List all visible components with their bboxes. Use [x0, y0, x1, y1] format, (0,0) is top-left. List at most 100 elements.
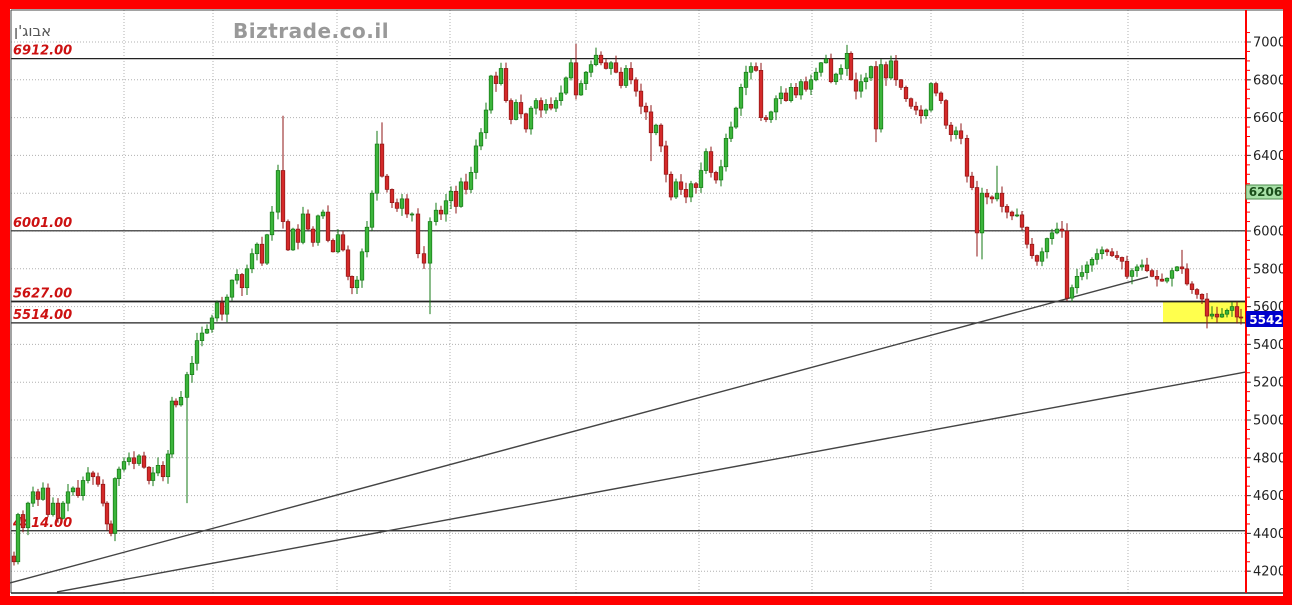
candle-body — [1099, 249, 1105, 255]
candle-body — [613, 62, 619, 73]
candle — [448, 186, 454, 209]
candle-body — [409, 213, 415, 216]
candle-body — [1059, 228, 1065, 232]
candle — [493, 71, 499, 92]
candle — [658, 123, 664, 153]
candle-body — [310, 228, 316, 243]
candle — [853, 72, 859, 100]
candle-body — [1009, 211, 1015, 217]
candle-body — [578, 83, 584, 96]
candle — [803, 76, 809, 92]
candle-body — [1224, 310, 1230, 315]
candle — [415, 208, 421, 259]
candle — [598, 51, 604, 66]
candle-body — [285, 221, 291, 251]
candle — [349, 275, 355, 295]
candle — [141, 451, 147, 469]
candle-body — [209, 317, 215, 330]
candle-body — [453, 190, 459, 207]
candle — [573, 43, 579, 100]
candle-body — [1189, 283, 1195, 290]
candle — [300, 206, 306, 245]
symbol-title: אבוג'ן — [14, 22, 51, 40]
candle-body — [908, 98, 914, 107]
candle — [633, 77, 639, 97]
price-tick-label: 4400 — [1253, 527, 1286, 542]
candle — [878, 59, 884, 133]
candle — [280, 115, 286, 229]
candle-body — [1184, 268, 1190, 285]
candle-body — [169, 400, 175, 455]
candle-body — [1154, 276, 1160, 280]
candle-body — [1124, 260, 1130, 277]
candle-body — [112, 478, 118, 534]
candle — [1189, 281, 1195, 294]
candle-body — [11, 555, 17, 563]
highlight-zone[interactable] — [1163, 301, 1246, 323]
candle — [753, 62, 759, 72]
candle — [548, 97, 554, 111]
candle-body — [573, 62, 579, 96]
candle-body — [320, 211, 326, 217]
candle — [433, 202, 439, 226]
candle-body — [1209, 313, 1215, 317]
candle-body — [508, 100, 514, 120]
candle — [873, 61, 879, 143]
candle-body — [229, 279, 235, 298]
candle-body — [224, 296, 230, 315]
price-tags: 6206 5542 — [1245, 184, 1290, 327]
candle — [1159, 273, 1165, 282]
candle — [923, 108, 929, 120]
candle-body — [743, 71, 749, 88]
candle — [399, 194, 405, 216]
candle-body — [688, 183, 694, 198]
candle-body — [1074, 276, 1080, 289]
candle-body — [1134, 266, 1140, 272]
candle — [513, 99, 519, 121]
candle-body — [913, 105, 919, 111]
candle-body — [50, 502, 56, 515]
candle — [104, 501, 110, 531]
candle-body — [1169, 270, 1175, 279]
candle-body — [1129, 270, 1135, 277]
candle-body — [1234, 306, 1240, 318]
candle — [1029, 237, 1035, 259]
candle — [275, 164, 281, 220]
candle-body — [330, 240, 336, 253]
trendline[interactable] — [56, 371, 1247, 593]
candle-body — [1139, 264, 1145, 268]
candle — [473, 139, 479, 180]
candle — [60, 501, 66, 520]
candle — [974, 180, 980, 257]
candle-body — [1084, 264, 1090, 273]
candle-body — [984, 192, 990, 198]
candle — [943, 99, 949, 130]
candle-body — [773, 98, 779, 113]
candle — [249, 248, 255, 274]
candle — [733, 106, 739, 129]
candle-body — [583, 71, 589, 84]
candle-body — [1024, 226, 1030, 245]
candle-body — [359, 251, 365, 281]
candle-body — [189, 362, 195, 375]
candle — [409, 212, 415, 222]
trendline[interactable] — [9, 276, 1149, 584]
candle-body — [643, 105, 649, 113]
candle-body — [828, 58, 834, 83]
candle — [330, 238, 336, 253]
candle — [593, 47, 599, 67]
candle — [1238, 308, 1244, 325]
candle — [421, 246, 427, 270]
candle — [1059, 221, 1065, 238]
candle — [1134, 264, 1140, 277]
candle — [653, 123, 659, 136]
candle-body — [1164, 277, 1170, 282]
candle-body — [1109, 251, 1115, 256]
candle — [108, 520, 114, 537]
candle-body — [204, 328, 210, 334]
candle-body — [798, 81, 804, 96]
candle — [155, 457, 161, 477]
